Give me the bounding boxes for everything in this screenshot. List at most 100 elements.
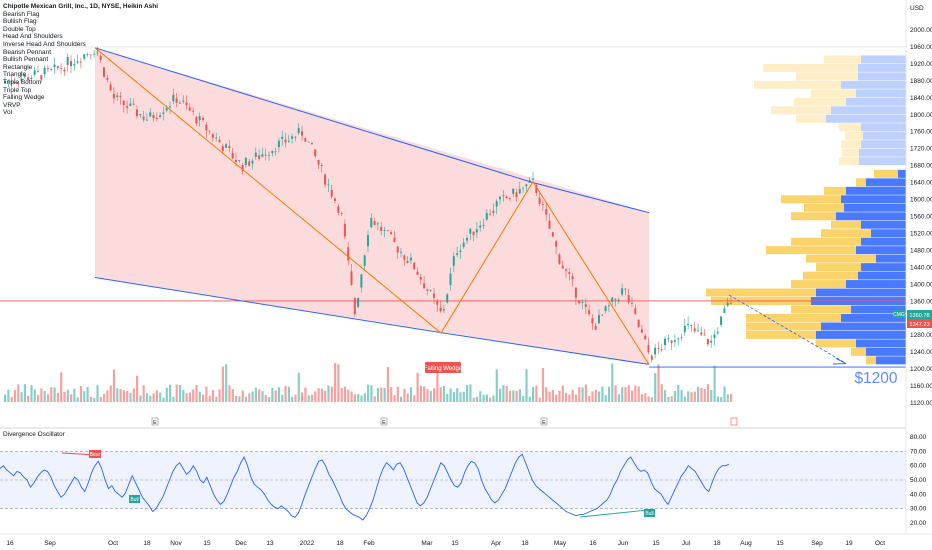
candle[interactable] [561,260,564,269]
candle[interactable] [360,273,363,293]
candle[interactable] [122,100,125,113]
candle[interactable] [426,288,429,296]
candle[interactable] [452,252,455,272]
candle[interactable] [522,187,525,193]
candle[interactable] [469,228,472,241]
candle[interactable] [677,337,680,346]
candle[interactable] [357,296,360,309]
candle[interactable] [50,67,53,72]
candle[interactable] [350,263,353,286]
candle[interactable] [720,315,723,328]
candle[interactable] [386,230,389,232]
candle[interactable] [215,132,218,142]
candle[interactable] [538,192,541,207]
candle[interactable] [23,72,26,79]
candle[interactable] [119,92,122,105]
candles[interactable] [4,46,732,363]
candle[interactable] [654,343,657,359]
indicator-item[interactable]: Bearish Flag [3,10,40,18]
candle[interactable] [436,298,439,312]
candle[interactable] [132,98,135,106]
candle[interactable] [383,227,386,238]
candle[interactable] [664,336,666,351]
candle[interactable] [70,55,72,74]
candle[interactable] [145,113,148,122]
candle[interactable] [607,303,610,313]
candle[interactable] [251,158,254,170]
indicator-item[interactable]: Bearish Pennant [3,48,52,56]
candle[interactable] [221,143,224,155]
indicator-item[interactable]: Triangle [3,71,27,79]
candle[interactable] [390,230,393,235]
candle[interactable] [376,221,379,231]
candle[interactable] [27,73,30,83]
candle[interactable] [690,324,693,332]
candle[interactable] [419,273,422,285]
candle[interactable] [499,195,501,205]
candle[interactable] [291,133,294,144]
candle[interactable] [343,219,346,239]
candle[interactable] [647,337,650,355]
time-axis[interactable]: 16 Sep Oct 18 Nov 15 Dec 13 2022 18 Feb Mar 15 Apr 18 M… [6,540,885,547]
candle[interactable] [56,65,59,71]
candle[interactable] [637,319,640,329]
candle[interactable] [218,136,221,143]
indicator-item[interactable]: Triple Top [3,86,32,94]
candle[interactable] [584,298,587,314]
indicator-item[interactable]: Inverse Head And Shoulders [3,40,86,48]
candle[interactable] [479,220,482,232]
candle[interactable] [126,100,129,114]
candle[interactable] [294,136,297,142]
candle[interactable] [109,81,112,92]
candle[interactable] [713,330,716,346]
candle[interactable] [93,50,96,58]
candle[interactable] [634,304,637,315]
candle[interactable] [568,268,571,281]
candle[interactable] [515,188,518,203]
candle[interactable] [172,88,175,105]
candle[interactable] [324,173,327,188]
candle[interactable] [512,188,515,198]
candle[interactable] [258,149,261,161]
candle[interactable] [284,132,287,148]
candle[interactable] [10,75,13,88]
candle[interactable] [598,309,600,324]
candle[interactable] [155,112,158,122]
candle[interactable] [304,137,307,142]
candle[interactable] [667,334,670,343]
candle[interactable] [413,261,416,270]
candle[interactable] [640,324,643,334]
candle[interactable] [60,62,63,74]
candle[interactable] [697,323,699,332]
candle[interactable] [136,105,138,119]
price-axis[interactable] [906,0,932,550]
candle[interactable] [456,246,459,258]
indicator-item[interactable]: Rectangle [3,63,33,71]
candle[interactable] [287,134,290,143]
candle[interactable] [726,298,729,307]
candle[interactable] [423,276,426,289]
candle[interactable] [43,65,46,78]
candle[interactable] [86,52,89,57]
indicator-item[interactable]: Bullish Pennant [3,56,49,64]
candle[interactable] [485,208,488,222]
oscillator-line[interactable] [0,453,730,521]
candle[interactable] [248,158,251,167]
candle[interactable] [687,316,690,330]
candle[interactable] [254,147,257,160]
candle[interactable] [442,304,445,313]
candle[interactable] [116,92,119,101]
candle[interactable] [195,115,198,127]
candle[interactable] [314,148,317,159]
candle[interactable] [492,203,495,217]
candle[interactable] [317,159,320,169]
candle[interactable] [202,115,204,122]
candle[interactable] [334,196,336,204]
candle[interactable] [152,111,155,123]
candle[interactable] [409,253,412,265]
candle[interactable] [310,142,313,145]
candle[interactable] [495,199,498,215]
candle[interactable] [535,183,538,197]
candle[interactable] [657,342,660,354]
